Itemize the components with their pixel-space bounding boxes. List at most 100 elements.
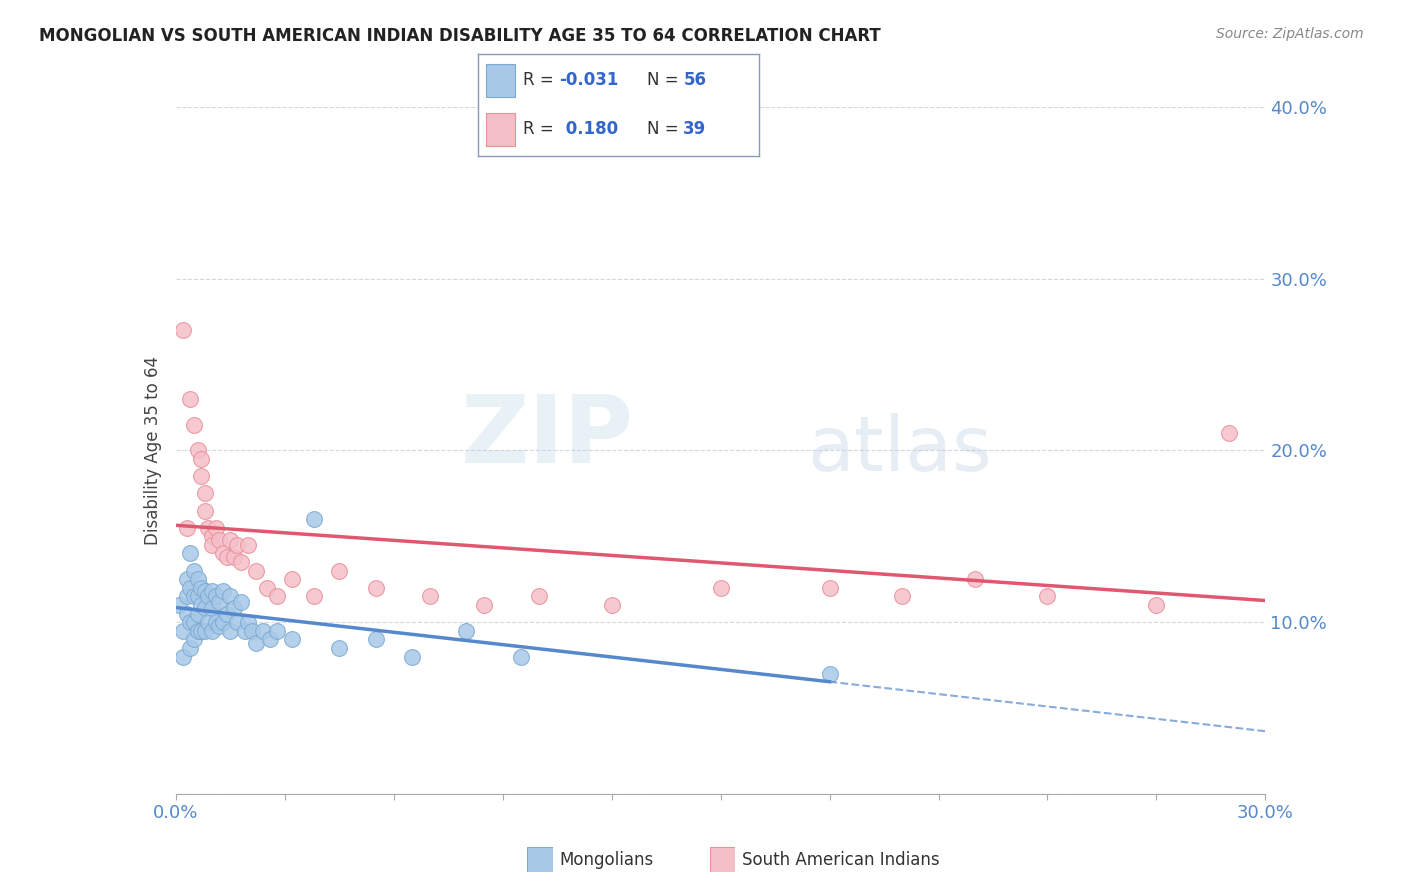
Point [1146, 598, 1168, 612]
Point [527, 590, 550, 604]
Point [364, 581, 387, 595]
Point [194, 503, 217, 517]
Bar [486, 113, 515, 145]
Point [238, 615, 260, 630]
Point [252, 624, 274, 638]
Point [183, 632, 205, 647]
Point [190, 624, 212, 638]
Point [204, 590, 226, 604]
Point [201, 584, 224, 599]
Text: N =: N = [647, 71, 683, 89]
Point [176, 572, 198, 586]
Point [401, 649, 423, 664]
Point [219, 624, 242, 638]
Point [176, 607, 198, 621]
Point [186, 572, 209, 586]
Point [183, 564, 205, 578]
Point [186, 607, 209, 621]
Point [259, 632, 281, 647]
Point [266, 590, 288, 604]
Point [238, 538, 260, 552]
Point [212, 546, 235, 561]
Point [172, 624, 194, 638]
Text: 39: 39 [683, 120, 707, 138]
Point [197, 615, 219, 630]
Point [194, 584, 217, 599]
Point [201, 624, 224, 638]
Point [179, 546, 201, 561]
Point [281, 632, 304, 647]
Point [281, 572, 304, 586]
Point [186, 443, 209, 458]
Point [222, 549, 245, 564]
Point [179, 581, 201, 595]
Point [176, 521, 198, 535]
Point [240, 624, 263, 638]
Point [222, 601, 245, 615]
Point [197, 521, 219, 535]
Text: Mongolians: Mongolians [560, 851, 654, 869]
Point [963, 572, 986, 586]
Point [891, 590, 914, 604]
Point [208, 594, 231, 608]
Text: atlas: atlas [807, 414, 993, 487]
Point [190, 452, 212, 467]
Point [266, 624, 288, 638]
Point [176, 590, 198, 604]
Point [179, 615, 201, 630]
Point [710, 581, 733, 595]
Point [509, 649, 531, 664]
Point [226, 538, 249, 552]
Point [183, 590, 205, 604]
Point [183, 615, 205, 630]
Point [302, 512, 325, 526]
Point [172, 649, 194, 664]
Point [600, 598, 623, 612]
Point [201, 601, 224, 615]
Point [364, 632, 387, 647]
Point [190, 581, 212, 595]
Point [231, 594, 253, 608]
Point [208, 533, 231, 547]
Point [1036, 590, 1059, 604]
Point [256, 581, 278, 595]
Text: R =: R = [523, 120, 560, 138]
Text: -0.031: -0.031 [560, 71, 619, 89]
Point [245, 636, 267, 650]
Bar [486, 64, 515, 96]
Point [208, 618, 231, 632]
Point [219, 590, 242, 604]
Point [186, 590, 209, 604]
Point [233, 624, 256, 638]
Point [302, 590, 325, 604]
Point [194, 624, 217, 638]
Point [226, 615, 249, 630]
Point [179, 640, 201, 655]
Point [190, 469, 212, 483]
Point [204, 615, 226, 630]
Point [328, 640, 350, 655]
Point [212, 615, 235, 630]
Point [818, 666, 841, 681]
Point [245, 564, 267, 578]
Point [194, 486, 217, 500]
Text: 0.180: 0.180 [560, 120, 617, 138]
Point [818, 581, 841, 595]
Point [190, 598, 212, 612]
Text: MONGOLIAN VS SOUTH AMERICAN INDIAN DISABILITY AGE 35 TO 64 CORRELATION CHART: MONGOLIAN VS SOUTH AMERICAN INDIAN DISAB… [39, 27, 882, 45]
Point [179, 392, 201, 406]
Point [201, 538, 224, 552]
Point [204, 521, 226, 535]
Point [419, 590, 441, 604]
Y-axis label: Disability Age 35 to 64: Disability Age 35 to 64 [143, 356, 162, 545]
Point [1218, 426, 1240, 441]
Point [328, 564, 350, 578]
Point [172, 323, 194, 337]
Point [169, 598, 191, 612]
Point [456, 624, 478, 638]
Point [197, 590, 219, 604]
Text: ZIP: ZIP [461, 391, 633, 483]
Point [215, 607, 238, 621]
Point [186, 624, 209, 638]
Point [194, 601, 217, 615]
